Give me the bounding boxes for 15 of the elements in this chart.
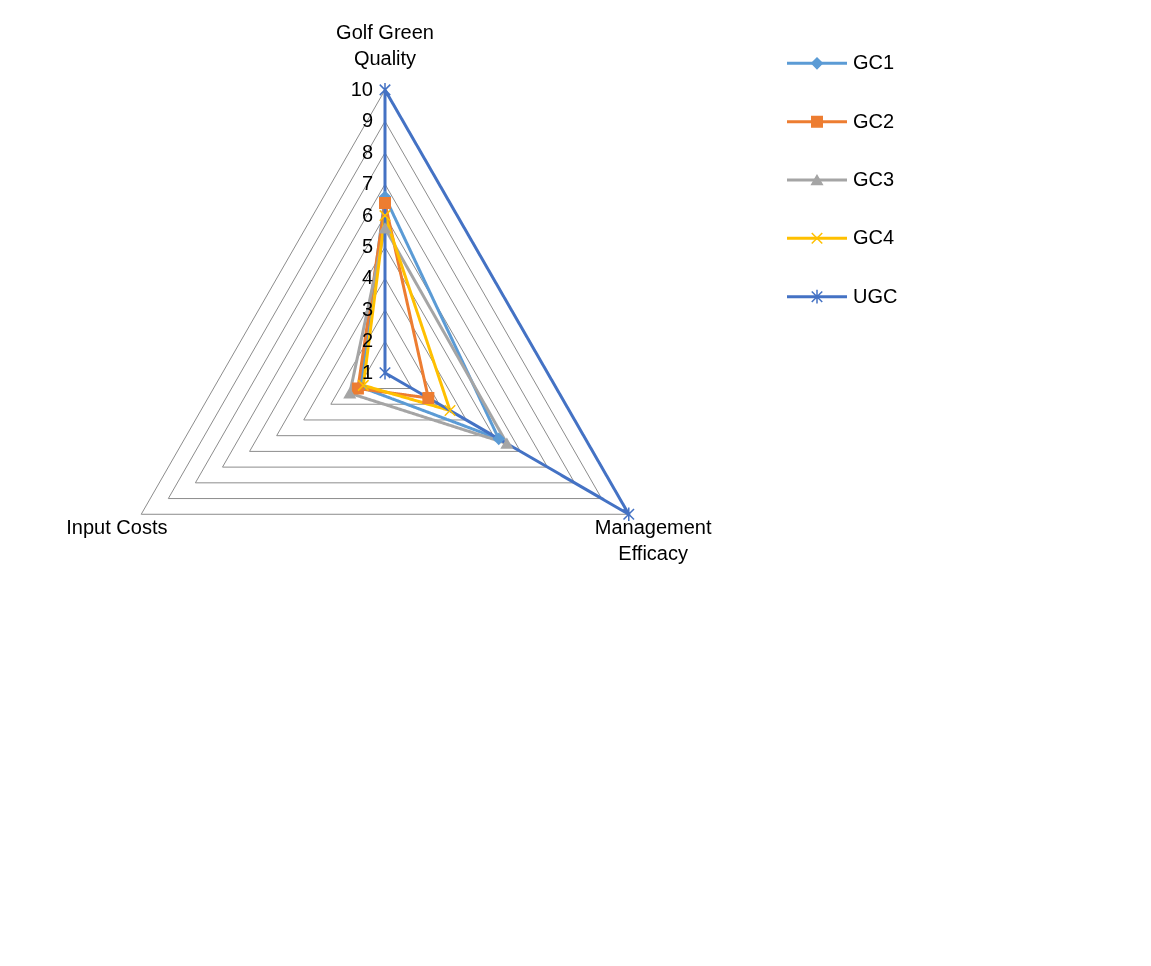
y-tick-label: 9 (361, 109, 373, 132)
legend-label: GC1 (853, 51, 895, 74)
y-tick-label: 8 (361, 140, 373, 163)
spoke-label: Input Costs (66, 516, 168, 539)
legend-label: GC3 (853, 168, 895, 190)
legend-label: GC4 (853, 226, 895, 249)
legend-label: GC2 (853, 109, 895, 132)
y-tick-label: 6 (361, 203, 373, 226)
spoke-label: Golf Green Quality (336, 21, 434, 70)
legend-label: UGC (853, 284, 898, 307)
y-tick-label: 10 (350, 77, 373, 100)
y-tick-label: 7 (361, 172, 373, 195)
spoke-label: Management Efficacy (594, 516, 712, 565)
y-tick-label: 4 (361, 266, 373, 289)
y-tick-label: 5 (361, 235, 373, 258)
